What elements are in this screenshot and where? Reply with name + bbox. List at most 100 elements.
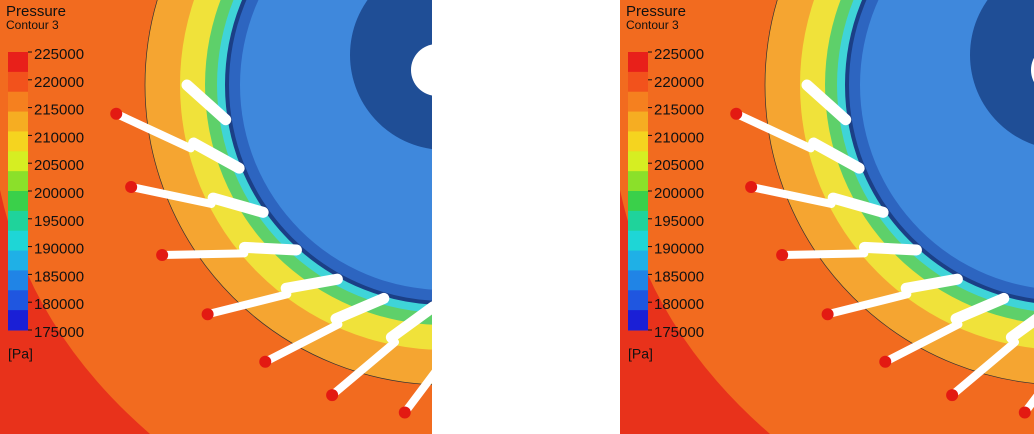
guide-circle	[764, 0, 1034, 384]
blade	[1005, 314, 1034, 343]
guide-vane	[732, 109, 815, 153]
stagnation-point	[259, 355, 272, 368]
colorbar-label: 215000	[654, 102, 704, 119]
legend-title: Pressure	[6, 3, 66, 20]
guide-vane	[778, 249, 869, 259]
hub	[350, 0, 432, 150]
stagnation-point	[821, 308, 834, 321]
colorbar-band	[8, 191, 28, 212]
blade	[207, 192, 269, 218]
colorbar-band	[628, 171, 648, 192]
stagnation-point	[110, 107, 123, 120]
colorbar-band	[628, 290, 648, 311]
colorbar-label: 210000	[654, 129, 704, 146]
guide-vane	[948, 338, 1020, 400]
guide-vane	[328, 338, 400, 400]
stagnation-point	[946, 389, 959, 402]
colorbar-label: 190000	[654, 241, 704, 258]
colorbar-band	[628, 111, 648, 132]
blade	[385, 301, 432, 343]
colorbar-band	[628, 270, 648, 291]
legend-subtitle: Contour 3	[626, 18, 679, 32]
colorbar-label: 190000	[34, 241, 84, 258]
colorbar-label: 210000	[34, 129, 84, 146]
colorbar-band	[8, 210, 28, 232]
stagnation-point	[125, 180, 138, 193]
blade	[900, 273, 963, 294]
colorbar-band	[628, 230, 648, 252]
colorbar-label: 195000	[34, 213, 84, 230]
colorbar-band	[8, 52, 28, 73]
stagnation-point	[156, 248, 169, 261]
colorbar-label: 225000	[34, 46, 84, 63]
guide-vane	[747, 182, 836, 208]
guide-circle	[144, 0, 432, 385]
high-pressure-zone	[0, 190, 150, 434]
colorbar-label: 185000	[34, 268, 84, 285]
blade	[950, 292, 1010, 325]
colorbar-label: 180000	[34, 296, 84, 313]
colorbar-band	[628, 71, 648, 93]
colorbar-label: 180000	[654, 296, 704, 313]
colorbar-band	[628, 310, 648, 331]
colorbar-band	[628, 210, 648, 232]
blade	[330, 292, 390, 325]
colorbar-band	[8, 91, 28, 113]
blade	[181, 79, 232, 126]
blade	[808, 137, 865, 174]
guide-vane	[400, 369, 432, 417]
colorbar-band	[8, 270, 28, 291]
blade	[827, 192, 889, 218]
colorbar-band	[628, 91, 648, 113]
shaft	[1031, 57, 1034, 83]
stagnation-point	[730, 107, 743, 120]
blade	[801, 79, 852, 126]
colorbar-label: 175000	[654, 324, 704, 341]
guide-vane	[158, 249, 249, 259]
colorbar-band	[8, 230, 28, 252]
legend-unit: [Pa]	[628, 346, 653, 362]
colorbar-band	[8, 250, 28, 271]
colorbar-band	[628, 131, 648, 152]
high-pressure-zone	[620, 190, 770, 434]
colorbar-label: 220000	[34, 74, 84, 91]
colorbar-label: 200000	[654, 185, 704, 202]
colorbar-label: 175000	[34, 324, 84, 341]
colorbar-label: 225000	[654, 46, 704, 63]
stagnation-point	[201, 308, 214, 321]
stagnation-point	[1018, 406, 1031, 419]
hub	[970, 0, 1034, 145]
shaft	[411, 44, 432, 96]
colorbar-band	[8, 151, 28, 172]
colorbar-band	[8, 290, 28, 311]
blade	[238, 241, 302, 256]
stagnation-point	[745, 180, 758, 193]
guide-vane	[127, 182, 216, 208]
blade	[858, 241, 922, 256]
legend-unit: [Pa]	[8, 346, 33, 362]
colorbar-label: 215000	[34, 102, 84, 119]
guide-vane	[203, 290, 292, 319]
legend-subtitle: Contour 3	[6, 18, 59, 32]
guide-vane	[112, 109, 195, 153]
colorbar-band	[628, 250, 648, 271]
guide-vane	[881, 320, 963, 366]
guide-vane	[823, 290, 912, 319]
blade	[280, 273, 343, 294]
colorbar-band	[8, 71, 28, 93]
guide-vane	[1020, 393, 1034, 417]
colorbar-label: 205000	[654, 157, 704, 174]
blade	[188, 137, 245, 174]
colorbar-band	[628, 191, 648, 212]
colorbar-band	[8, 310, 28, 331]
stagnation-point	[326, 389, 339, 402]
colorbar-label: 200000	[34, 185, 84, 202]
colorbar-label: 195000	[654, 213, 704, 230]
colorbar-band	[628, 151, 648, 172]
stagnation-point	[398, 406, 411, 419]
colorbar-band	[628, 52, 648, 73]
colorbar-band	[8, 131, 28, 152]
